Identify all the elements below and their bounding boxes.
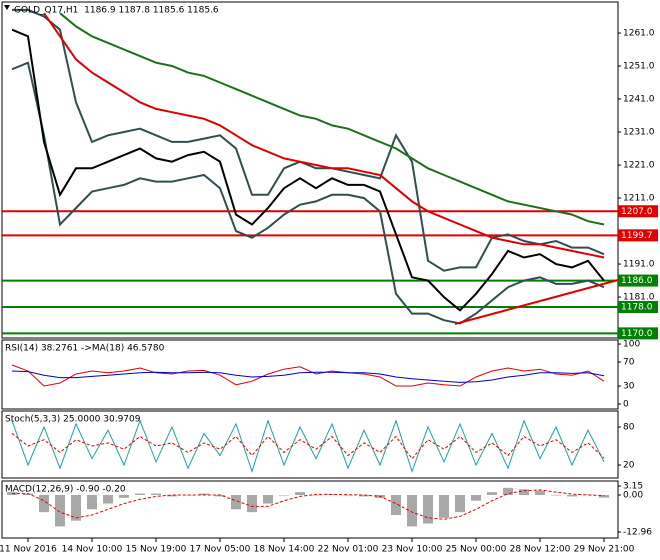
series-line xyxy=(12,489,605,520)
histogram-bar xyxy=(535,490,545,495)
y-tick-label: 20 xyxy=(623,461,635,471)
y-tick-label: 1251.0 xyxy=(623,62,655,72)
histogram-bar xyxy=(71,494,81,521)
series-line xyxy=(59,12,605,226)
y-tick-label: 3.15 xyxy=(623,481,643,491)
histogram-bar xyxy=(55,494,65,527)
histogram-bar xyxy=(119,494,129,498)
level-label-box xyxy=(618,274,658,287)
x-tick-label: 14 Nov 10:00 xyxy=(62,545,123,555)
series-line xyxy=(11,364,605,387)
histogram-bar xyxy=(151,493,161,495)
x-tick-label: 29 Nov 21:00 xyxy=(574,545,635,555)
panel-frame xyxy=(1,339,619,410)
histogram-bar xyxy=(167,494,177,497)
x-tick-label: 28 Nov 12:00 xyxy=(510,545,571,555)
level-label: 1199.7 xyxy=(621,231,653,241)
panel-frame xyxy=(1,480,619,539)
y-tick-label: 0.00 xyxy=(623,490,643,500)
series-line xyxy=(11,28,605,312)
x-tick-label: 23 Nov 10:00 xyxy=(382,545,443,555)
histogram-bar xyxy=(311,494,321,496)
y-tick-label: 1261.0 xyxy=(623,29,655,39)
x-tick-label: 17 Nov 05:00 xyxy=(190,545,251,555)
histogram-bar xyxy=(343,494,353,496)
histogram-bar xyxy=(247,494,257,513)
histogram-bar xyxy=(23,493,33,495)
histogram-bar xyxy=(199,493,209,495)
x-tick-label: 22 Nov 01:00 xyxy=(318,545,379,555)
panel-title: MACD(12,26,9) -0.90 -0.20 xyxy=(5,485,126,495)
histogram-bar xyxy=(567,494,577,497)
y-tick-label: 30 xyxy=(623,382,635,392)
y-tick-label: 70 xyxy=(623,358,635,368)
level-label: 1186.0 xyxy=(621,276,653,286)
histogram-bar xyxy=(471,494,481,501)
level-label: 1170.0 xyxy=(621,329,653,339)
panel-frame xyxy=(1,410,619,479)
series-line xyxy=(11,370,605,383)
panel-title: Stoch(5,3,3) 25.0000 30.9709 xyxy=(5,415,141,425)
trend-line xyxy=(454,279,619,325)
y-tick-label: 1231.0 xyxy=(623,128,655,138)
histogram-bar xyxy=(87,494,97,510)
y-tick-label: 100 xyxy=(623,340,640,350)
y-tick-label: 1181.0 xyxy=(623,293,655,303)
x-tick-label: 15 Nov 19:00 xyxy=(126,545,187,555)
histogram-bar xyxy=(455,494,465,513)
y-tick-label: 1221.0 xyxy=(623,161,655,171)
histogram-bar xyxy=(359,494,369,497)
series-line xyxy=(11,61,605,325)
level-label-box xyxy=(618,300,658,313)
histogram-bar xyxy=(439,494,449,518)
histogram-bar xyxy=(103,494,113,504)
level-label-box xyxy=(618,229,658,242)
histogram-bar xyxy=(407,494,417,527)
level-label: 1178.0 xyxy=(621,302,653,312)
y-tick-label: -12.96 xyxy=(623,528,652,538)
histogram-bar xyxy=(279,494,289,496)
panel-title: GOLD_Q17,H1 1186.9 1187.8 1185.6 1185.6 xyxy=(14,6,219,16)
y-tick-label: 0 xyxy=(623,400,629,410)
histogram-bar xyxy=(583,494,593,495)
y-tick-label: 1211.0 xyxy=(623,194,655,204)
y-tick-label: 1241.0 xyxy=(623,95,655,105)
symbol-icon xyxy=(4,5,10,10)
histogram-bar xyxy=(487,492,497,495)
panel-frame xyxy=(1,1,619,339)
y-tick-label: 80 xyxy=(623,423,635,433)
histogram-bar xyxy=(423,494,433,524)
histogram-bar xyxy=(295,492,305,495)
histogram-bar xyxy=(263,494,273,504)
histogram-bar xyxy=(503,487,513,495)
histogram-bar xyxy=(391,494,401,515)
x-tick-label: 25 Nov 00:00 xyxy=(446,545,507,555)
level-label-box xyxy=(618,205,658,218)
histogram-bar xyxy=(135,493,145,495)
panel-title: RSI(14) 38.2761 ->MA(18) 46.5780 xyxy=(5,344,165,354)
histogram-bar xyxy=(231,494,241,510)
y-tick-label: 1191.0 xyxy=(623,260,655,270)
x-tick-label: 18 Nov 14:00 xyxy=(254,545,315,555)
histogram-bar xyxy=(551,494,561,496)
histogram-bar xyxy=(39,494,49,513)
series-line xyxy=(11,419,605,474)
level-label-box xyxy=(618,327,658,340)
x-tick-label: 11 Nov 2016 xyxy=(0,545,57,555)
level-label: 1207.0 xyxy=(621,207,653,217)
histogram-bar xyxy=(599,494,609,498)
series-line xyxy=(43,12,605,259)
series-line xyxy=(11,433,605,460)
series-line xyxy=(12,8,605,272)
histogram-bar xyxy=(215,494,225,497)
histogram-bar xyxy=(519,489,529,495)
